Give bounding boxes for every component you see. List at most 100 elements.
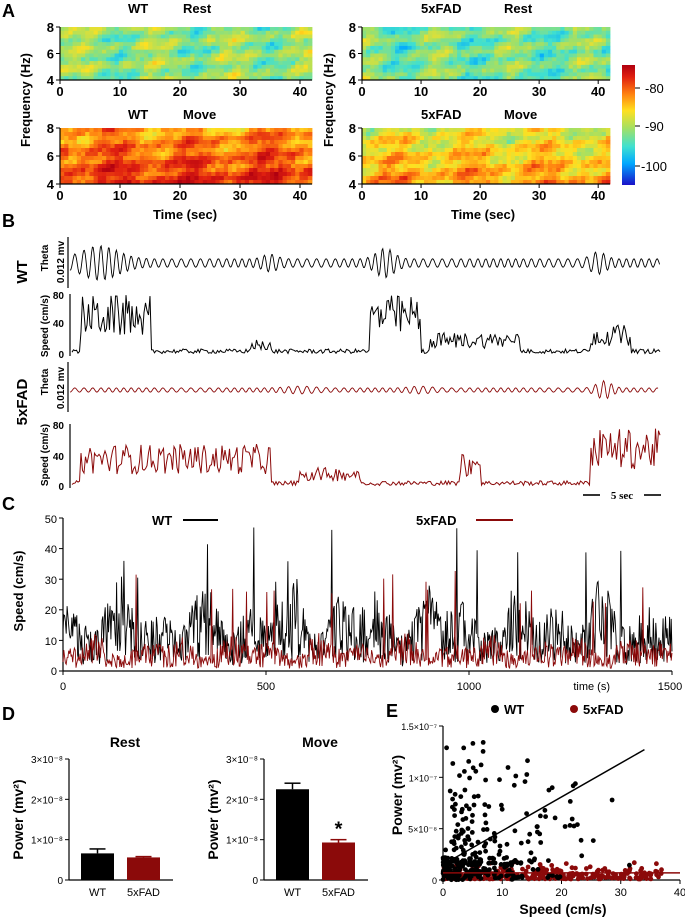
heatmap-cell — [106, 68, 111, 73]
heatmap-cell — [156, 176, 162, 181]
heatmap-cell — [539, 68, 545, 73]
heatmap-cell — [436, 144, 441, 149]
scatter-point-wt — [524, 811, 529, 816]
heatmap-cell — [282, 168, 288, 173]
heatmap-cell — [270, 160, 275, 165]
heatmap-cell — [473, 180, 479, 185]
heatmap-cell — [481, 164, 487, 169]
heatmap-cell — [278, 152, 283, 157]
heatmap-cell — [585, 176, 590, 181]
heatmap-cell — [510, 68, 516, 73]
scatter-point-wt — [535, 829, 540, 835]
heatmap-cell — [432, 68, 437, 73]
heatmap-cell — [181, 128, 187, 133]
heatmap-cell — [270, 132, 275, 137]
heatmap-cell — [228, 68, 233, 73]
heatmap-cell — [261, 68, 267, 73]
heatmap-cell — [601, 128, 607, 133]
heatmap-cell — [498, 38, 503, 43]
heatmap-cell — [282, 45, 288, 51]
heatmap-cell — [593, 156, 598, 161]
heatmap-cell — [477, 72, 483, 77]
heatmap-cell — [219, 68, 225, 73]
heatmap-cell — [457, 176, 462, 181]
scatter-point-wt — [460, 817, 466, 822]
heatmap-cell — [198, 45, 204, 51]
heatmap-cell — [106, 72, 111, 77]
heatmap-cell — [605, 172, 611, 177]
heatmap-cell — [118, 61, 124, 66]
heatmap-cell — [473, 132, 479, 137]
heatmap-cell — [552, 180, 557, 185]
heatmap-cell — [419, 128, 425, 133]
heatmap-cell — [523, 72, 528, 77]
heatmap-cell — [244, 132, 250, 137]
heatmap-cell — [419, 64, 425, 70]
heatmap-cell — [510, 76, 516, 81]
heatmap-cell — [207, 49, 212, 54]
heatmap-cell — [81, 160, 86, 165]
heatmap-cell — [597, 132, 603, 137]
heatmap-cell — [589, 45, 594, 51]
heatmap-cell — [118, 168, 124, 173]
heatmap-cell — [261, 64, 267, 70]
heatmap-cell — [556, 38, 561, 43]
speed-tick-wt: 80 — [53, 291, 65, 302]
heatmap-cell — [597, 160, 603, 165]
heatmap-cell — [286, 164, 292, 169]
heatmap-cell — [228, 72, 233, 77]
heatmap-cell — [457, 164, 462, 169]
heatmap-cell — [165, 156, 170, 161]
heatmap-cell — [186, 57, 191, 62]
heatmap-cell — [303, 128, 309, 133]
heatmap-cell — [148, 72, 153, 77]
heatmap-cell — [249, 30, 254, 35]
heatmap-cell — [386, 34, 392, 39]
heatmap-cell — [114, 136, 120, 141]
ytick-a: 8 — [47, 121, 54, 136]
heatmap-cell — [486, 180, 491, 185]
heatmap-cell — [366, 53, 371, 58]
heatmap-cell — [572, 180, 578, 185]
heatmap-cell — [177, 53, 183, 58]
heatmap-cell — [514, 160, 520, 165]
heatmap-cell — [102, 42, 107, 47]
heatmap-cell — [395, 30, 400, 35]
heatmap-cell — [531, 176, 536, 181]
scatter-point-wt — [519, 874, 525, 880]
heatmap-cell — [581, 64, 586, 70]
heatmap-cell — [223, 76, 229, 81]
heatmap-cell — [102, 61, 107, 66]
heatmap-cell — [589, 27, 594, 32]
heatmap-cell — [572, 45, 578, 51]
heatmap-cell — [378, 180, 384, 185]
heatmap-cell — [76, 64, 82, 70]
heatmap-cell — [270, 61, 275, 66]
heatmap-cell — [135, 61, 141, 66]
heatmap-cell — [240, 132, 246, 137]
heatmap-cell — [473, 72, 479, 77]
heatmap-cell — [572, 148, 578, 153]
heatmap-cell — [481, 64, 487, 70]
heatmap-cell — [219, 172, 225, 177]
heatmap-cell — [127, 38, 132, 43]
scatter-point-wt — [462, 769, 467, 774]
heatmap-cell — [527, 76, 532, 81]
scatter-point-wt — [463, 867, 468, 872]
heatmap-cell — [486, 152, 491, 157]
heatmap-cell — [106, 34, 111, 39]
heatmap-cell — [72, 152, 78, 157]
heatmap-cell — [382, 172, 388, 177]
heatmap-cell — [232, 136, 237, 141]
heatmap-cell — [568, 68, 574, 73]
scatter-point-wt — [450, 761, 456, 766]
heatmap-cell — [148, 160, 153, 165]
heatmap-cell — [194, 34, 199, 39]
heatmap-cell — [295, 38, 300, 43]
heatmap-cell — [378, 61, 384, 66]
heatmap-cell — [568, 45, 574, 51]
heatmap-cell — [585, 53, 590, 58]
heatmap-cell — [411, 128, 417, 133]
heatmap-cell — [215, 34, 220, 39]
heatmap-cell — [523, 34, 528, 39]
